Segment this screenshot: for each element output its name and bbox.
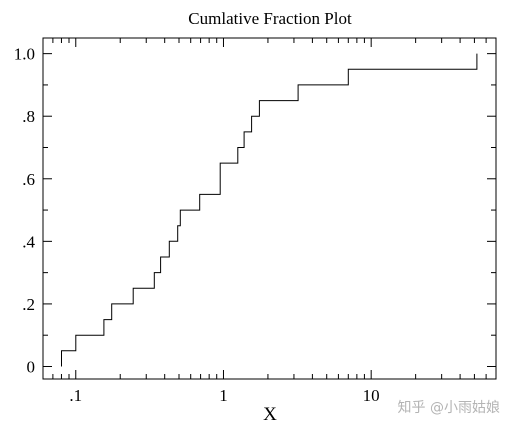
- tick-marks: [42, 38, 497, 379]
- x-tick-label: 10: [363, 386, 380, 405]
- y-tick-labels: 0 .2 .4 .6 .8 1.0: [14, 45, 36, 377]
- chart-title: Cumlative Fraction Plot: [188, 9, 352, 28]
- x-tick-label: 1: [219, 386, 228, 405]
- watermark-text: 知乎 @小雨姑娘: [398, 399, 500, 416]
- y-tick-label: .4: [22, 232, 35, 251]
- y-tick-label: 0: [27, 357, 36, 376]
- x-tick-label: .1: [69, 386, 82, 405]
- y-tick-label: 1.0: [14, 45, 35, 64]
- y-tick-label: .6: [22, 170, 35, 189]
- y-tick-label: .2: [22, 295, 35, 314]
- cdf-step-line: [61, 53, 478, 367]
- y-tick-label: .8: [22, 107, 35, 126]
- x-tick-labels: .1 1 10: [69, 386, 379, 405]
- plot-frame: [42, 37, 497, 380]
- x-axis-label: X: [263, 404, 277, 425]
